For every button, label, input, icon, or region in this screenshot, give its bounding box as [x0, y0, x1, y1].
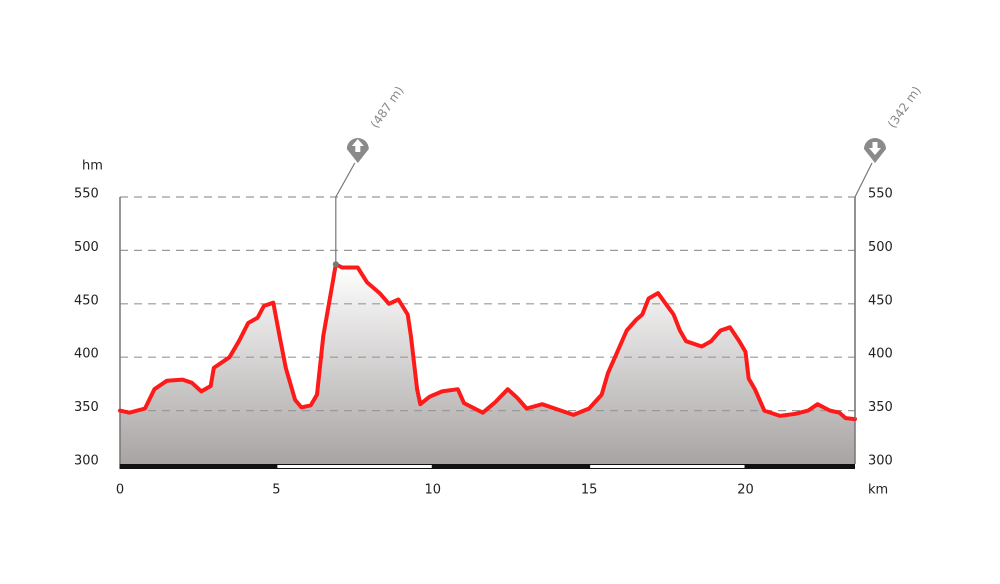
y2-tick-label: 350	[868, 400, 893, 415]
y-tick-label: 550	[74, 187, 99, 202]
x-tick-label: 10	[424, 483, 441, 498]
y-tick-label: 300	[74, 454, 99, 469]
x-tick-label: 20	[737, 483, 754, 498]
pin-arrow	[869, 142, 881, 155]
area-fill	[120, 264, 855, 464]
x-tick-label: 0	[116, 483, 124, 498]
max-point	[332, 261, 339, 268]
y2-tick-label: 550	[868, 187, 893, 202]
x-axis-band	[120, 464, 855, 469]
leader-line	[335, 162, 356, 265]
x-axis-segment	[277, 465, 432, 468]
y-tick-label: 400	[74, 347, 99, 362]
y-tick-label: 350	[74, 400, 99, 415]
annotation-text: (342 m)	[885, 84, 924, 131]
annotation-text: (487 m)	[368, 84, 407, 131]
y2-tick-label: 300	[868, 454, 893, 469]
y-tick-label: 500	[74, 240, 99, 255]
y2-tick-label: 500	[868, 240, 893, 255]
y2-tick-label: 400	[868, 347, 893, 362]
x-tick-label: 5	[272, 483, 280, 498]
y2-tick-label: 450	[868, 293, 893, 308]
leader-line	[854, 162, 873, 420]
x-axis-label: km	[868, 483, 888, 498]
y-tick-label: 450	[74, 293, 99, 308]
x-tick-label: 15	[581, 483, 598, 498]
pin-arrow	[351, 139, 364, 152]
elevation-line	[118, 262, 857, 422]
y-axis-label: hm	[82, 159, 103, 174]
x-axis-segment	[590, 465, 745, 468]
